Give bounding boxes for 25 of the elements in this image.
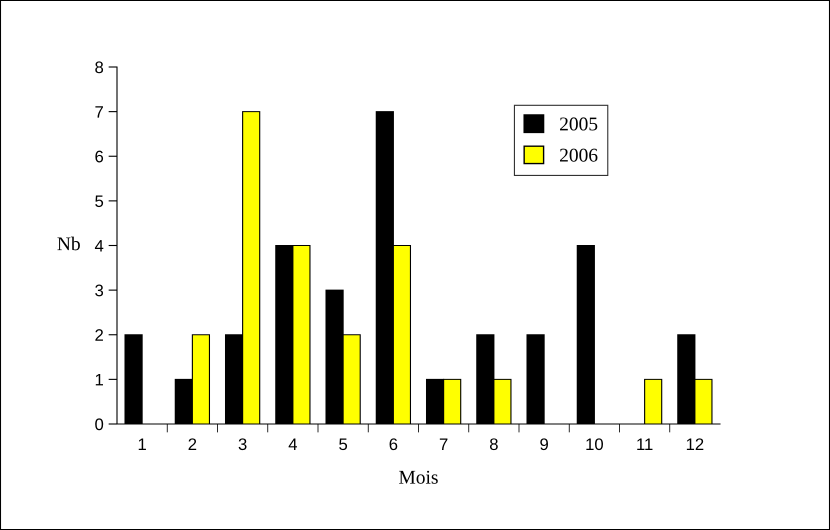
y-tick-label: 4 (94, 240, 104, 252)
y-axis-title: Nb (57, 236, 80, 250)
x-tick-label: 7 (440, 438, 448, 450)
x-tick-label: 9 (540, 438, 548, 450)
legend-label: 2006 (560, 148, 598, 162)
y-tick-label: 6 (95, 150, 104, 162)
y-tick-label: 2 (95, 329, 103, 341)
x-axis-title: Mois (399, 470, 438, 484)
x-tick-label: 6 (390, 438, 398, 450)
x-tick-label: 12 (686, 438, 704, 450)
x-tick-label: 10 (586, 438, 603, 450)
y-tick-label: 5 (95, 195, 104, 208)
x-tick-label: 4 (288, 438, 298, 450)
x-tick-label: 8 (490, 438, 498, 450)
y-tick-label: 7 (95, 106, 103, 118)
x-tick-label: 5 (339, 438, 348, 450)
x-tick-label: 1 (138, 438, 146, 450)
y-tick-label: 0 (95, 418, 104, 430)
x-tick-label: 3 (238, 438, 247, 450)
y-tick-label: 3 (95, 284, 104, 296)
y-tick-label: 1 (96, 374, 103, 386)
x-tick-label: 2 (188, 438, 196, 450)
x-tick-label: 11 (637, 438, 652, 450)
legend-label: 2005 (560, 117, 598, 131)
y-tick-label: 8 (95, 61, 104, 74)
